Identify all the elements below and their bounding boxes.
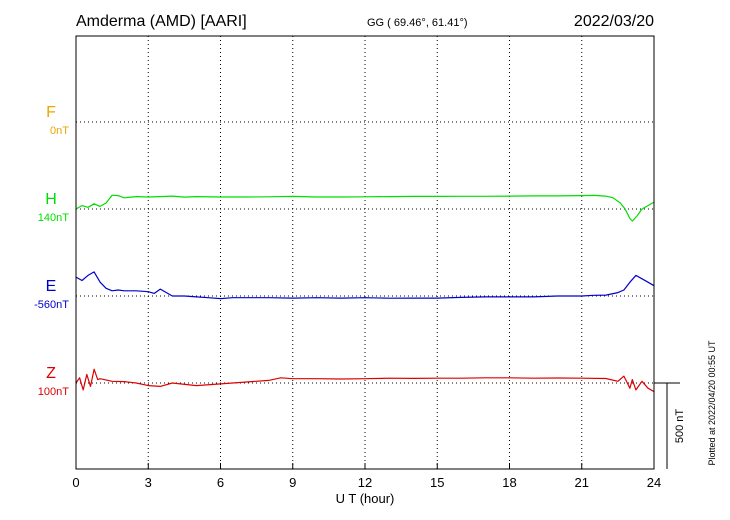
scale-bar: 500 nT: [654, 382, 686, 469]
x-tick-label: 12: [358, 475, 372, 490]
component-name-e: E: [46, 278, 57, 295]
plotted-timestamp: Plotted at 2022/04/20 00:55 UT: [707, 340, 717, 466]
x-tick-label: 6: [217, 475, 224, 490]
x-tick-label: 3: [145, 475, 152, 490]
x-tick-label: 21: [575, 475, 589, 490]
plot-date: 2022/03/20: [574, 13, 654, 30]
x-tick-label: 0: [72, 475, 79, 490]
component-name-h: H: [45, 191, 57, 208]
x-axis-ticks: 0 3 6 9 12 15 18 21 24: [72, 463, 661, 490]
x-tick-label: 9: [289, 475, 296, 490]
component-name-f: F: [46, 104, 56, 121]
scale-bar-label: 500 nT: [674, 409, 686, 444]
x-tick-label: 18: [502, 475, 516, 490]
series-line-z: [75, 368, 655, 393]
x-axis-label: U T (hour): [336, 491, 395, 506]
component-labels: F 0nT H 140nT E -560nT Z 100nT: [34, 104, 69, 398]
baseline-label-f: 0nT: [50, 125, 69, 137]
grid: [76, 36, 654, 469]
x-tick-label: 24: [647, 475, 661, 490]
series-lines: [75, 194, 655, 393]
baseline-label-z: 100nT: [38, 386, 69, 398]
baseline-label-h: 140nT: [38, 212, 69, 224]
component-name-z: Z: [46, 365, 56, 382]
series-line-h: [75, 194, 655, 222]
station-title: Amderma (AMD) [AARI]: [76, 13, 247, 30]
station-coordinates: GG ( 69.46°, 61.41°): [367, 17, 468, 29]
baseline-label-e: -560nT: [34, 299, 69, 311]
series-line-e: [75, 271, 655, 300]
x-tick-label: 15: [430, 475, 444, 490]
